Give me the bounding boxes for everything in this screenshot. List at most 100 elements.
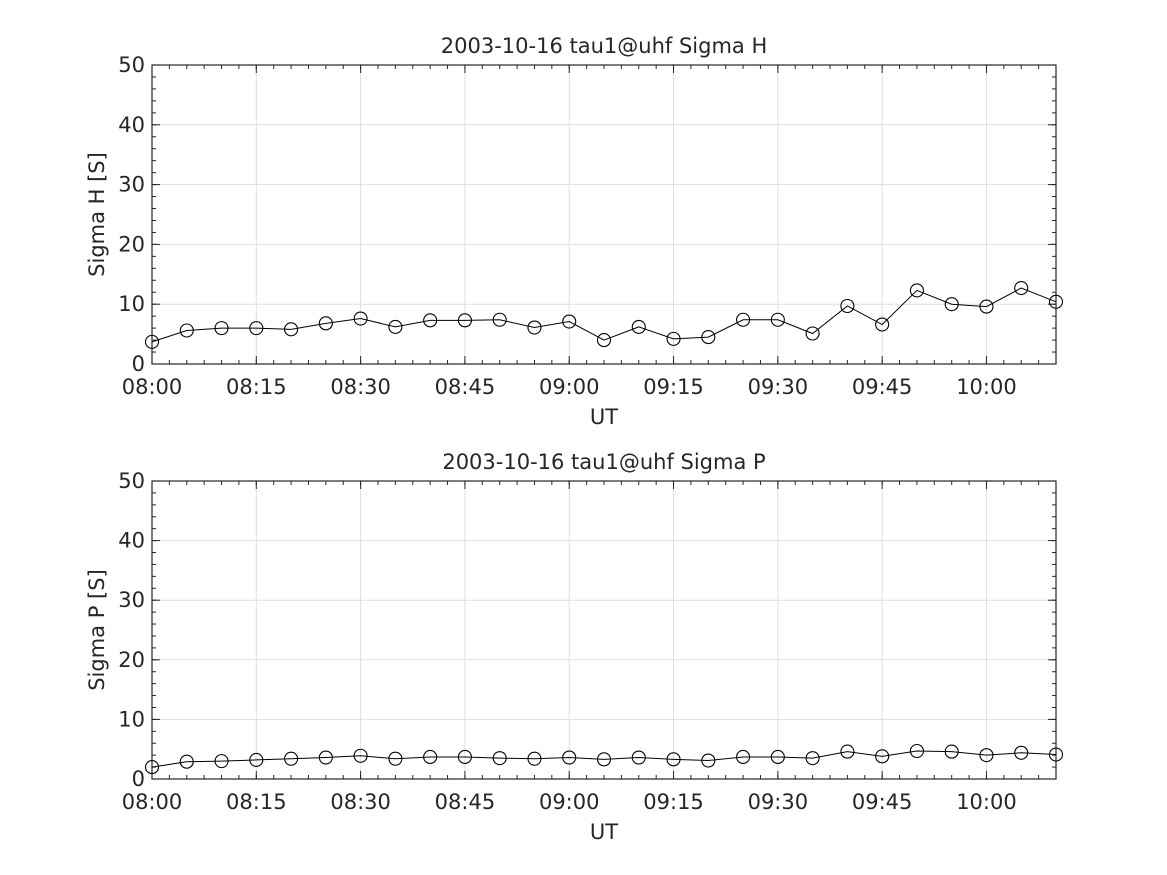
axes-frame bbox=[151, 64, 1057, 365]
y-tick-label: 40 bbox=[118, 113, 145, 137]
x-tick-label: 09:15 bbox=[643, 375, 704, 399]
x-tick-label: 09:00 bbox=[539, 375, 600, 399]
data-point-marker bbox=[944, 744, 959, 759]
data-point-marker bbox=[457, 313, 472, 328]
minor-ticks bbox=[151, 64, 1057, 365]
data-point-marker bbox=[840, 744, 855, 759]
x-tick-label: 08:30 bbox=[330, 790, 391, 814]
data-point-marker bbox=[875, 749, 890, 764]
data-point-marker bbox=[388, 319, 403, 334]
y-tick-label: 0 bbox=[132, 767, 145, 791]
chart-title: 2003-10-16 tau1@uhf Sigma P bbox=[442, 450, 765, 474]
data-point-marker bbox=[1014, 745, 1029, 760]
x-axis-label: UT bbox=[590, 405, 618, 429]
data-point-marker bbox=[457, 749, 472, 764]
data-point-marker bbox=[596, 752, 612, 767]
data-point-marker bbox=[423, 313, 438, 328]
data-point-marker bbox=[144, 334, 160, 349]
chart-title: 2003-10-16 tau1@uhf Sigma H bbox=[441, 34, 767, 58]
data-point-marker bbox=[249, 321, 264, 336]
x-tick-label: 08:15 bbox=[226, 375, 287, 399]
data-point-marker bbox=[770, 749, 785, 764]
x-tick-label: 10:00 bbox=[956, 375, 1017, 399]
data-point-marker bbox=[179, 323, 194, 338]
data-point-marker bbox=[214, 321, 229, 336]
y-axis-label: Sigma P [S] bbox=[85, 569, 109, 691]
data-point-marker bbox=[666, 331, 681, 346]
data-point-marker bbox=[318, 750, 333, 765]
data-point-marker bbox=[701, 753, 716, 768]
data-point-marker bbox=[284, 751, 299, 766]
data-point-marker bbox=[423, 749, 438, 764]
data-point-marker bbox=[631, 319, 646, 334]
data-point-marker bbox=[353, 311, 368, 326]
data-point-marker bbox=[388, 751, 403, 766]
data-point-marker bbox=[805, 326, 820, 341]
x-tick-label: 08:00 bbox=[122, 375, 183, 399]
data-point-marker bbox=[318, 316, 333, 331]
y-tick-label: 10 bbox=[118, 707, 145, 731]
x-tick-label: 09:30 bbox=[748, 790, 809, 814]
x-tick-label: 10:00 bbox=[956, 790, 1017, 814]
data-point-marker bbox=[179, 754, 194, 769]
series-line bbox=[151, 750, 1057, 768]
data-point-marker bbox=[840, 298, 855, 314]
data-point-marker bbox=[805, 751, 820, 766]
data-point-marker bbox=[214, 754, 229, 769]
x-tick-label: 08:45 bbox=[435, 375, 496, 399]
y-tick-label: 30 bbox=[118, 173, 145, 197]
data-point-marker bbox=[631, 750, 646, 765]
y-tick-label: 50 bbox=[118, 469, 145, 493]
y-tick-label: 40 bbox=[118, 529, 145, 553]
grid bbox=[151, 64, 1056, 365]
data-point-marker bbox=[144, 760, 160, 775]
data-point-marker bbox=[909, 743, 924, 759]
data-point-marker bbox=[944, 297, 959, 312]
y-tick-label: 50 bbox=[118, 53, 145, 77]
data-point-marker bbox=[979, 299, 994, 314]
x-tick-label: 08:30 bbox=[330, 375, 391, 399]
data-point-marker bbox=[353, 748, 368, 763]
data-point-marker bbox=[875, 317, 890, 332]
x-axis-label: UT bbox=[590, 820, 618, 844]
series-line bbox=[151, 287, 1057, 343]
minor-ticks bbox=[151, 480, 1057, 780]
x-tick-label: 09:30 bbox=[748, 375, 809, 399]
x-tick-label: 08:15 bbox=[226, 790, 287, 814]
x-tick-label: 09:45 bbox=[852, 790, 913, 814]
data-point-marker bbox=[492, 312, 507, 327]
y-tick-label: 20 bbox=[118, 232, 145, 256]
x-tick-label: 09:00 bbox=[539, 790, 600, 814]
data-point-marker bbox=[909, 283, 924, 298]
data-point-marker bbox=[701, 330, 716, 345]
data-point-marker bbox=[666, 752, 681, 767]
data-point-marker bbox=[596, 333, 612, 348]
data-point-marker bbox=[284, 322, 299, 337]
data-point-marker bbox=[736, 312, 751, 327]
data-point-marker bbox=[1014, 281, 1029, 296]
data-point-marker bbox=[979, 748, 994, 763]
axes-frame bbox=[151, 480, 1057, 780]
data-point-marker bbox=[562, 314, 577, 329]
y-axis-label: Sigma H [S] bbox=[85, 152, 109, 277]
y-tick-label: 20 bbox=[118, 648, 145, 672]
data-point-marker bbox=[527, 751, 542, 766]
y-tick-label: 10 bbox=[118, 292, 145, 316]
chart-sigma-h: 2003-10-16 tau1@uhf Sigma H UT Sigma H [… bbox=[85, 34, 1064, 429]
x-tick-label: 08:00 bbox=[122, 790, 183, 814]
grid bbox=[151, 480, 1056, 780]
x-tick-label: 09:45 bbox=[852, 375, 913, 399]
y-tick-label: 0 bbox=[132, 352, 145, 376]
y-tick-label: 30 bbox=[118, 588, 145, 612]
data-point-marker bbox=[527, 320, 542, 335]
x-tick-label: 09:15 bbox=[643, 790, 704, 814]
data-point-marker bbox=[562, 750, 577, 765]
data-point-marker bbox=[736, 749, 751, 764]
data-point-marker bbox=[1048, 747, 1064, 762]
data-point-marker bbox=[1048, 294, 1064, 309]
data-point-marker bbox=[492, 751, 507, 766]
x-tick-label: 08:45 bbox=[435, 790, 496, 814]
data-point-marker bbox=[249, 752, 264, 767]
chart-sigma-p: 2003-10-16 tau1@uhf Sigma P UT Sigma P [… bbox=[85, 450, 1064, 844]
